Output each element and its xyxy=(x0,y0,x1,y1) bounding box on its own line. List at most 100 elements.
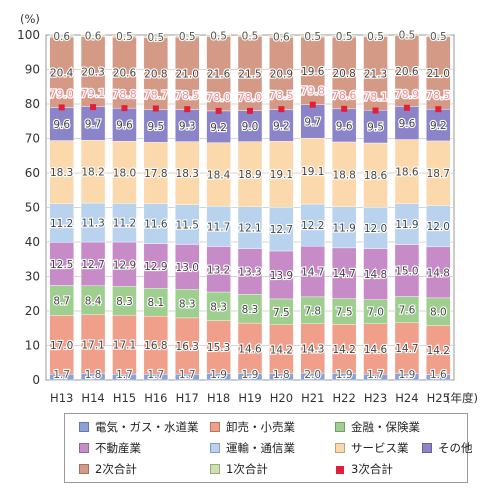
bar-segment xyxy=(80,140,106,204)
data-label: 9.7 xyxy=(85,118,102,130)
x-tick-label: H13 xyxy=(50,391,73,405)
tertiary-total-marker xyxy=(90,104,97,111)
tertiary-total-label: 78.9 xyxy=(395,88,420,101)
tertiary-total-marker xyxy=(372,107,379,114)
data-label: 17.1 xyxy=(81,339,104,351)
data-label: 1.9 xyxy=(242,369,259,381)
legend-label: 1次合計 xyxy=(226,462,268,476)
legend-swatch xyxy=(79,443,89,453)
y-tick-label: 60 xyxy=(25,166,40,180)
bar-segment xyxy=(112,35,137,38)
bar-segment xyxy=(331,247,357,299)
data-label: 20.6 xyxy=(395,66,419,78)
x-tick-label: H20 xyxy=(270,391,293,405)
legend-label: 2次合計 xyxy=(95,462,137,476)
y-tick-label: 90 xyxy=(25,63,40,77)
data-label: 0.6 xyxy=(85,31,102,43)
bar-segment xyxy=(269,250,294,300)
bar-segment xyxy=(269,37,294,110)
bar-segment xyxy=(80,241,106,287)
data-label: 8.1 xyxy=(147,297,164,309)
bar-segment xyxy=(426,246,451,299)
data-label: 18.7 xyxy=(427,168,450,180)
data-label: 0.5 xyxy=(242,31,259,43)
data-label: 14.6 xyxy=(364,344,388,356)
bar-segment xyxy=(363,110,388,144)
y-tick-label: 50 xyxy=(25,201,40,215)
x-tick-label: H23 xyxy=(364,391,387,405)
bar-segment xyxy=(175,244,200,290)
data-label: 1.8 xyxy=(85,369,102,381)
legend-item: 不動産業 xyxy=(79,439,141,457)
legend-item: 金融・保険業 xyxy=(335,418,420,436)
legend-item: 運輸・通信業 xyxy=(210,439,295,457)
y-axis: 0 10 20 30 40 50 60 70 80 90 100 xyxy=(17,28,40,387)
y-tick-label: 30 xyxy=(25,270,40,284)
x-tick-label: H25 xyxy=(427,391,450,405)
tertiary-total-label: 78.5 xyxy=(175,89,200,102)
bar-segment xyxy=(49,140,74,204)
data-label: 13.2 xyxy=(207,264,230,276)
data-label: 13.3 xyxy=(238,266,261,278)
data-label: 8.3 xyxy=(179,299,196,311)
bar-segment xyxy=(300,323,325,374)
bar-segment xyxy=(300,296,325,324)
bar-segment xyxy=(80,34,106,37)
data-label: 0.6 xyxy=(53,31,70,43)
bar-segment xyxy=(175,35,200,38)
data-label: 18.3 xyxy=(176,168,199,180)
data-label: 15.0 xyxy=(395,266,418,278)
bars-layer xyxy=(49,33,451,381)
data-label: 7.0 xyxy=(367,307,384,319)
data-label: 1.6 xyxy=(430,369,447,381)
legend-swatch xyxy=(210,422,220,432)
legend-swatch xyxy=(335,422,345,432)
data-label: 9.2 xyxy=(430,120,447,132)
tertiary-total-label: 78.1 xyxy=(363,91,388,104)
data-label: 1.9 xyxy=(210,369,227,381)
data-label: 8.3 xyxy=(242,304,259,316)
bar-segment xyxy=(112,286,137,316)
tertiary-total-label: 79.1 xyxy=(81,87,106,100)
y-tick-label: 0 xyxy=(32,373,40,387)
data-label: 20.8 xyxy=(144,69,167,81)
data-label: 21.6 xyxy=(207,69,231,81)
tertiary-total-label: 78.5 xyxy=(426,89,451,102)
y-axis-unit: (%) xyxy=(20,12,40,26)
legend-swatch xyxy=(79,422,89,432)
data-label: 9.2 xyxy=(210,122,227,134)
bar-segment xyxy=(112,141,137,204)
tertiary-total-label: 78.8 xyxy=(112,88,137,101)
bar-segment xyxy=(394,33,420,36)
data-label: 19.1 xyxy=(301,166,324,178)
bar-segment xyxy=(237,141,263,208)
data-label: 0.6 xyxy=(273,31,290,43)
legend-label: 不動産業 xyxy=(95,441,141,455)
data-label: 20.9 xyxy=(270,68,293,80)
bar-segment xyxy=(143,35,169,38)
x-tick-label: H17 xyxy=(176,391,199,405)
bar-segment xyxy=(426,36,451,110)
data-label: 9.5 xyxy=(147,121,164,133)
x-tick-label: H18 xyxy=(207,391,230,405)
bar-segment xyxy=(331,324,357,374)
data-label: 9.7 xyxy=(304,116,321,128)
data-label: 7.6 xyxy=(399,305,416,317)
data-label: 17.8 xyxy=(144,168,167,180)
data-label: 9.5 xyxy=(367,122,384,134)
data-label: 12.9 xyxy=(144,261,167,273)
bar-segment xyxy=(49,315,74,375)
legend-label: 運輸・通信業 xyxy=(226,441,295,455)
data-label: 1.7 xyxy=(367,369,384,381)
legend-item: 2次合計 xyxy=(79,460,137,478)
value-labels-layer: 1.7 17.0 8.7 12.5 11.2 18.3 9.6 20.4 0.6 79.0 1.8 1… xyxy=(48,28,452,382)
bar-segment xyxy=(143,243,169,289)
x-tick-label: H24 xyxy=(395,391,418,405)
legend-label: 卸売・小売業 xyxy=(226,420,295,434)
legend-label: 電気・ガス・水道業 xyxy=(95,420,199,434)
data-label: 12.2 xyxy=(301,220,324,232)
bar-segment xyxy=(394,203,420,245)
legend: 電気・ガス・水道業 卸売・小売業 金融・保険業 不動産業 運輸・通信業 サービス業 その他 2… xyxy=(64,413,473,483)
bar-segment xyxy=(426,325,451,375)
data-label: 8.0 xyxy=(430,307,447,319)
